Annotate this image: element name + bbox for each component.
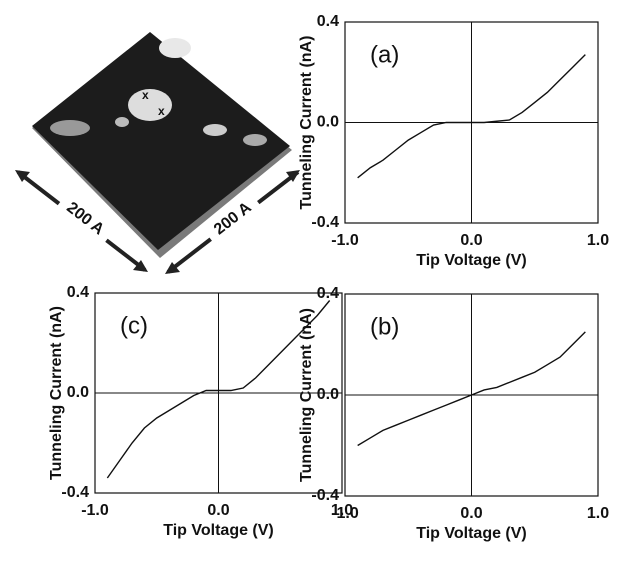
surface-top bbox=[32, 32, 290, 250]
y-tick-label: 0.4 bbox=[67, 284, 89, 301]
panel-label: (c) bbox=[120, 312, 148, 339]
x-axis-title: Tip Voltage (V) bbox=[416, 252, 527, 269]
y-tick-label: 0.0 bbox=[67, 384, 89, 401]
x-tick-label: 1.0 bbox=[587, 505, 609, 522]
y-tick-label: 0.0 bbox=[317, 114, 339, 131]
bright-spot bbox=[128, 89, 172, 121]
bright-spot bbox=[115, 117, 129, 127]
x-tick-label: -1.0 bbox=[331, 232, 359, 249]
arrowhead bbox=[286, 170, 300, 182]
y-tick-label: 0.0 bbox=[317, 386, 339, 403]
y-axis-title: Tunneling Current (nA) bbox=[298, 36, 315, 210]
x-axis-title: Tip Voltage (V) bbox=[416, 525, 527, 542]
data-line bbox=[106, 300, 331, 479]
marker: x bbox=[142, 88, 149, 102]
x-tick-label: 0.0 bbox=[207, 502, 229, 519]
y-tick-label: 0.4 bbox=[317, 13, 339, 30]
bright-spot bbox=[50, 120, 90, 136]
x-tick-label: 1.0 bbox=[331, 502, 353, 519]
bright-spot bbox=[159, 38, 191, 58]
y-axis-title: Tunneling Current (nA) bbox=[298, 308, 315, 482]
panel-label: (b) bbox=[370, 313, 399, 340]
arrowhead bbox=[15, 170, 30, 182]
stm-image: x x 200 A 200 A bbox=[15, 32, 300, 274]
arrowhead bbox=[133, 260, 148, 272]
x-axis-title: Tip Voltage (V) bbox=[163, 522, 274, 539]
bright-spot bbox=[243, 134, 267, 146]
data-line bbox=[357, 331, 586, 447]
arrowhead bbox=[165, 262, 180, 274]
x-tick-label: -1.0 bbox=[331, 505, 359, 522]
bright-spot bbox=[203, 124, 227, 136]
data-line bbox=[357, 54, 586, 179]
label-bg bbox=[202, 191, 264, 247]
x-tick-label: -1.0 bbox=[81, 502, 109, 519]
y-tick-label: -0.4 bbox=[61, 484, 89, 501]
x-tick-label: 0.0 bbox=[460, 232, 482, 249]
x-tick-label: 1.0 bbox=[587, 232, 609, 249]
y-tick-label: -0.4 bbox=[311, 487, 339, 504]
marker: x bbox=[158, 104, 165, 118]
y-tick-label: 0.4 bbox=[317, 285, 339, 302]
y-axis-title: Tunneling Current (nA) bbox=[48, 306, 65, 480]
x-tick-label: 0.0 bbox=[460, 505, 482, 522]
panel-label: (a) bbox=[370, 41, 399, 68]
label-bg bbox=[54, 191, 116, 247]
y-tick-label: -0.4 bbox=[311, 214, 339, 231]
